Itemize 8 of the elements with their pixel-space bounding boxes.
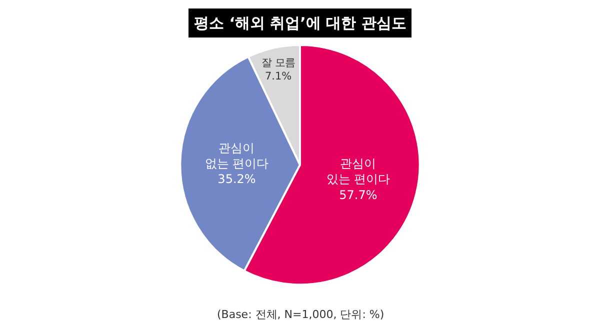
slice-label: 관심이 없는 편이다 [204,141,269,171]
data-label: 35.2% [218,172,256,186]
slice-label: 관심이 있는 편이다 [326,156,390,186]
text: (Base: 전체, N=1,000, 단위: %) [217,308,384,321]
data-label: 57.7% [339,188,378,202]
data-label: 7.1% [264,70,292,82]
chart-title: 평소 ‘해외 취업’에 대한 관심도 [194,14,406,32]
slice-label: 잘 모름 [262,56,295,69]
